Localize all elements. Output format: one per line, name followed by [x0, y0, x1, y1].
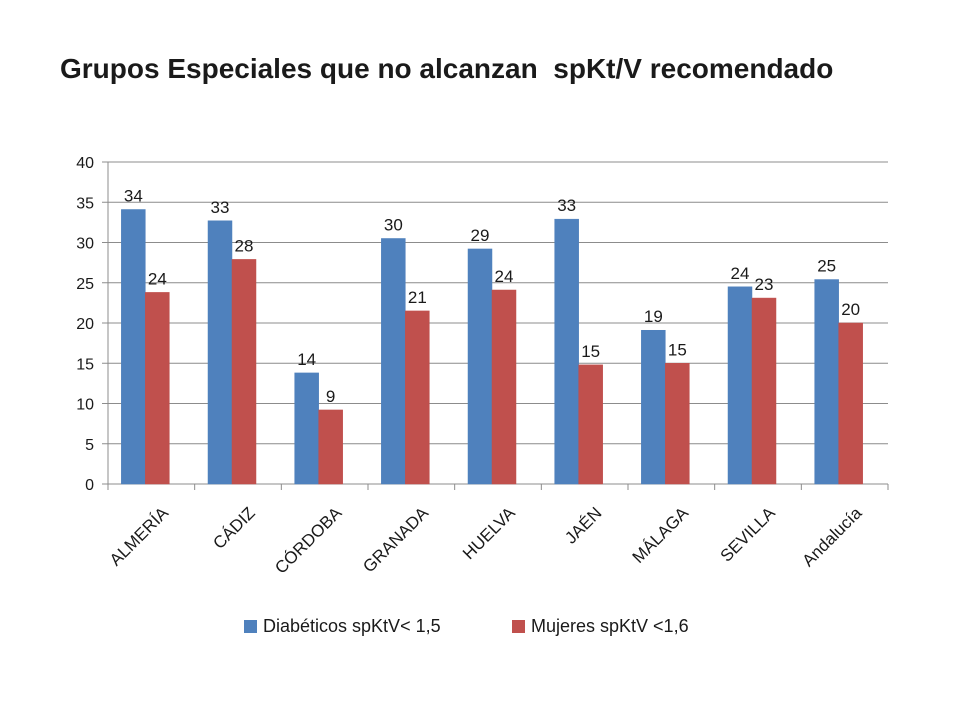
bar-mujeres: [578, 364, 603, 485]
data-label: 24: [731, 264, 750, 283]
data-label: 14: [297, 350, 316, 369]
bar-mujeres: [838, 322, 863, 485]
x-category-label: SEVILLA: [717, 503, 780, 566]
bar-diabeticos: [814, 279, 839, 485]
data-label: 30: [384, 215, 403, 234]
y-tick-label: 35: [76, 195, 94, 212]
data-label: 33: [557, 196, 576, 215]
bar-diabeticos: [467, 248, 493, 485]
bar-mujeres: [405, 310, 430, 485]
y-tick-label: 15: [76, 356, 94, 373]
chart-title: Grupos Especiales que no alcanzan spKt/V…: [60, 53, 834, 84]
y-tick-label: 5: [85, 437, 94, 454]
x-category-label: Andalucía: [799, 503, 866, 570]
data-label: 23: [755, 275, 774, 294]
bar-diabeticos: [727, 286, 753, 485]
bar-diabeticos: [381, 238, 406, 485]
data-label: 24: [495, 267, 514, 286]
data-label: 34: [124, 186, 143, 205]
data-label: 21: [408, 288, 427, 307]
legend: Diabéticos spKtV< 1,5 Mujeres spKtV <1,6: [244, 616, 689, 636]
x-category-label: HUELVA: [459, 503, 519, 563]
x-category-label: JAÉN: [561, 503, 605, 547]
data-label: 9: [326, 387, 335, 406]
bar-mujeres: [231, 259, 257, 485]
data-label: 33: [211, 198, 230, 217]
data-label: 15: [668, 340, 687, 359]
data-labels: 34 33 14 30 29 33 19 24 25 24 28 9 21 24 15 15 23 20: [124, 186, 860, 405]
bar-mujeres: [145, 292, 170, 485]
data-label: 15: [581, 342, 600, 361]
y-axis-tick-labels: 0 5 10 15 20 25 30 35 40: [76, 155, 94, 494]
y-tick-label: 25: [76, 276, 94, 293]
legend-swatch: [244, 620, 257, 633]
data-label: 19: [644, 307, 663, 326]
data-label: 25: [817, 257, 836, 276]
y-tick-label: 10: [76, 397, 94, 414]
bar-diabeticos: [207, 220, 233, 485]
bar-mujeres: [665, 363, 690, 485]
x-category-label: GRANADA: [359, 503, 432, 576]
legend-label: Mujeres spKtV <1,6: [531, 616, 689, 636]
y-tick-label: 20: [76, 316, 94, 333]
bar-mujeres: [751, 297, 777, 485]
bar-mujeres: [318, 409, 343, 485]
data-label: 24: [148, 269, 167, 288]
bars: [121, 209, 863, 485]
x-category-label: CÓRDOBA: [271, 503, 346, 578]
bar-diabeticos: [294, 372, 319, 485]
x-category-label: ALMERÍA: [106, 503, 173, 570]
bar-diabeticos: [121, 209, 146, 485]
x-category-label: CÁDIZ: [209, 503, 258, 552]
bar-diabeticos: [641, 329, 666, 485]
legend-swatch: [512, 620, 525, 633]
bar-mujeres: [491, 289, 517, 485]
data-label: 29: [471, 226, 490, 245]
bar-diabeticos: [554, 218, 579, 485]
y-tick-label: 30: [76, 236, 94, 253]
legend-label: Diabéticos spKtV< 1,5: [263, 616, 441, 636]
data-label: 20: [841, 300, 860, 319]
data-label: 28: [235, 236, 254, 255]
x-axis-category-labels: ALMERÍA CÁDIZ CÓRDOBA GRANADA HUELVA JAÉN MÁLA…: [106, 503, 866, 578]
y-tick-label: 40: [76, 155, 94, 172]
y-tick-label: 0: [85, 477, 94, 494]
x-category-label: MÁLAGA: [629, 503, 693, 567]
